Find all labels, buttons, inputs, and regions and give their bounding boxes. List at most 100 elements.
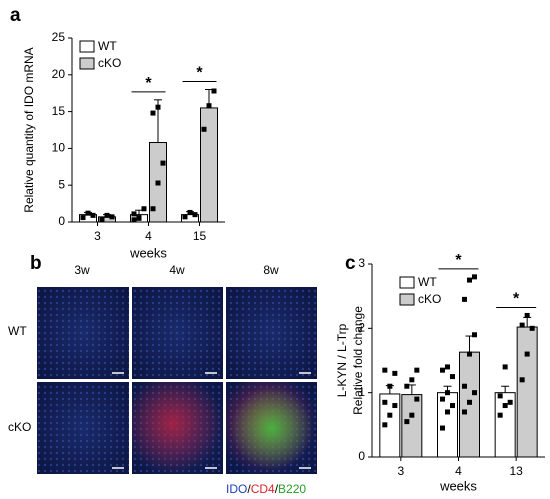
significance-star: * [196,65,203,82]
row-label: cKO [8,420,31,434]
data-point [211,88,217,94]
data-point [462,296,467,302]
data-point [155,180,161,186]
legend-label: cKO [98,56,121,70]
micrograph-texture [37,287,129,379]
y-tick-label: 20 [52,67,66,81]
data-point [85,210,91,216]
column-label: 8w [263,263,279,277]
legend-label: WT [98,39,117,53]
data-point [404,383,410,389]
bar [437,392,458,458]
stain-name: IDO [226,482,247,496]
data-point [519,322,525,328]
legend-swatch [79,40,95,53]
data-point [450,374,455,380]
data-point [472,274,477,280]
micrograph-stain [132,382,223,474]
data-point [131,217,137,223]
data-point [467,351,472,357]
data-point [450,403,455,409]
legend-label: cKO [418,292,441,306]
data-point [462,409,467,415]
legend-swatch [79,57,95,70]
panel-label: a [10,5,21,26]
y-tick-label: 15 [52,104,66,118]
data-point [440,367,445,373]
y-tick-label: 2 [358,321,365,335]
data-point [392,403,398,409]
data-point [409,377,415,383]
legend-swatch [399,276,415,289]
data-point [472,390,477,396]
panel-label: b [30,253,42,274]
data-point [192,212,198,218]
stain-name: B220 [278,482,306,496]
micrograph-stain [226,382,317,474]
data-point [529,325,535,331]
data-point [524,312,530,318]
panel-label: c [345,253,356,274]
data-point [160,160,166,166]
x-axis-title: weeks [129,245,167,260]
y-tick-label: 25 [52,30,66,44]
data-point [99,216,105,222]
data-point [497,412,503,418]
significance-star: * [513,291,520,308]
micrograph-texture [37,382,129,474]
bar [516,326,538,458]
y-axis-title: L-KYN / L-Trp [335,323,349,397]
legend-label: WT [418,275,437,289]
data-point [440,396,445,402]
data-point [150,206,156,212]
y-tick-label: 1 [358,385,365,399]
data-point [467,277,472,283]
data-point [387,412,393,418]
bar [200,107,218,223]
data-point [206,103,212,109]
column-label: 3w [74,263,90,277]
micrograph-texture [226,287,317,379]
bar [401,394,423,458]
data-point [502,403,508,409]
row-label: WT [8,324,27,338]
data-point [524,351,530,357]
data-point [201,126,207,132]
column-label: 4w [169,263,185,277]
data-point [440,425,445,431]
data-point [392,370,398,376]
separator: / [247,482,251,496]
data-point [414,396,420,402]
data-point [462,383,467,389]
y-axis-title: Relative fold change [351,306,365,415]
legend-swatch [399,293,415,306]
y-axis-title: Relative quantity of IDO mRNA [22,47,36,212]
data-point [502,364,508,370]
data-point [519,377,525,383]
data-point [80,215,86,221]
data-point [90,212,96,218]
data-point [445,364,450,370]
micrographs [37,287,317,474]
data-point [445,390,450,396]
y-tick-label: 10 [52,141,66,155]
data-point [104,212,110,218]
y-tick-label: 5 [58,177,65,191]
x-tick-label: 3 [397,464,404,478]
x-tick-label: 13 [509,464,523,478]
y-tick-label: 0 [58,214,65,228]
stain-legend: IDO/CD4/B220 [226,482,306,496]
data-point [131,211,137,217]
data-point [187,209,193,215]
data-point [445,409,450,415]
significance-star: * [455,252,462,269]
data-point [467,399,472,405]
data-point [141,206,147,212]
data-point [182,214,188,220]
data-point [150,110,156,116]
y-tick-label: 0 [358,449,365,463]
data-point [472,332,477,338]
separator: / [275,482,279,496]
x-tick-label: 4 [145,229,152,243]
